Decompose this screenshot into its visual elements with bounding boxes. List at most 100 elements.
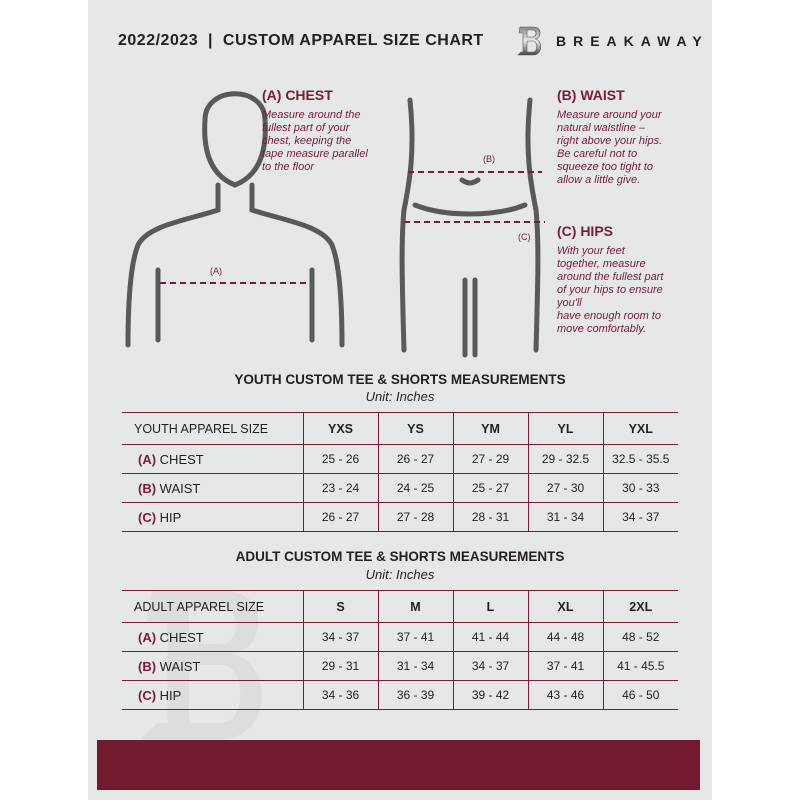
measurement-value: 32.5 - 35.5 xyxy=(602,444,678,474)
adult-unit: Unit: Inches xyxy=(365,567,435,582)
size-column-header: M xyxy=(377,590,453,623)
description-line: of your hips to ensure xyxy=(557,284,663,296)
measurement-value: 34 - 37 xyxy=(452,651,528,681)
chest-description: Measure around the fullest part of your ch… xyxy=(262,109,368,174)
measurement-value: 25 - 27 xyxy=(452,473,528,503)
description-line: Measure around your xyxy=(557,109,662,121)
breakaway-logo-icon xyxy=(517,26,542,56)
size-header-label: ADULT APPAREL SIZE xyxy=(122,590,303,623)
measurement-value: 34 - 36 xyxy=(302,680,378,710)
hips-instructions: (C) HIPS With your feet together, measure… xyxy=(557,223,663,336)
measurement-name: CHEST xyxy=(159,629,204,645)
measurement-letter: (A) xyxy=(138,629,157,645)
description-line: together, measure xyxy=(557,258,646,270)
measurement-value: 43 - 46 xyxy=(527,680,603,710)
measurement-label: (C) HIP xyxy=(122,502,303,532)
upper-body-icon xyxy=(125,91,345,348)
adult-size-table: ADULT APPAREL SIZE S M L XL 2XL (A) CHEST 34 - … xyxy=(122,590,678,710)
body-illustration xyxy=(125,91,545,358)
hip-marker: (C) xyxy=(518,232,531,242)
size-column-header: YS xyxy=(377,412,453,445)
size-column-header: YM xyxy=(452,412,528,445)
lower-body-icon xyxy=(399,97,541,358)
waist-marker: (B) xyxy=(483,154,495,164)
size-header-label: YOUTH APPAREL SIZE xyxy=(122,412,303,445)
chest-instructions: (A) CHEST Measure around the fullest part… xyxy=(262,87,368,174)
hips-description: With your feet together, measure around th… xyxy=(557,245,663,336)
measurement-value: 29 - 31 xyxy=(302,651,378,681)
measurement-letter: (A) xyxy=(138,451,157,467)
measurement-value: 29 - 32.5 xyxy=(527,444,603,474)
measurement-name: HIP xyxy=(159,687,182,703)
description-line: have enough room to xyxy=(557,310,661,322)
table-row: (A) CHEST 34 - 37 37 - 41 41 - 44 44 - 48 48 … xyxy=(122,622,678,652)
hips-heading: (C) HIPS xyxy=(557,223,613,239)
description-line: you'll xyxy=(557,297,582,309)
size-column-header: 2XL xyxy=(602,590,678,623)
measurement-name: WAIST xyxy=(159,480,201,496)
measurement-value: 25 - 26 xyxy=(302,444,378,474)
measurement-letter: (B) xyxy=(138,480,157,496)
measurement-value: 37 - 41 xyxy=(377,622,453,652)
measurement-value: 30 - 33 xyxy=(602,473,678,503)
measurement-value: 24 - 25 xyxy=(377,473,453,503)
measurement-value: 26 - 27 xyxy=(302,502,378,532)
measurement-value: 31 - 34 xyxy=(377,651,453,681)
description-line: allow a little give. xyxy=(557,174,641,186)
measurement-name: HIP xyxy=(159,509,182,525)
description-line: right above your hips. xyxy=(557,135,663,147)
youth-unit: Unit: Inches xyxy=(365,389,435,404)
table-header-row: ADULT APPAREL SIZE S M L XL 2XL xyxy=(122,590,678,623)
measurement-value: 34 - 37 xyxy=(602,502,678,532)
measurement-label: (B) WAIST xyxy=(122,473,303,503)
measurement-value: 27 - 28 xyxy=(377,502,453,532)
waist-heading: (B) WAIST xyxy=(557,87,625,103)
measurement-name: WAIST xyxy=(159,658,201,674)
measurement-label: (A) CHEST xyxy=(122,444,303,474)
measurement-label: (B) WAIST xyxy=(122,651,303,681)
size-column-header: XL xyxy=(527,590,603,623)
table-row: (B) WAIST 29 - 31 31 - 34 34 - 37 37 - 41 41 … xyxy=(122,651,678,681)
description-line: to the floor xyxy=(262,161,314,173)
measurement-value: 31 - 34 xyxy=(527,502,603,532)
footer-bar xyxy=(97,740,700,790)
youth-size-table: YOUTH APPAREL SIZE YXS YS YM YL YXL (A) CHEST 2… xyxy=(122,412,678,532)
measurement-value: 46 - 50 xyxy=(602,680,678,710)
table-row: (C) HIP 34 - 36 36 - 39 39 - 42 43 - 46 46 - … xyxy=(122,680,678,710)
size-column-header: L xyxy=(452,590,528,623)
measurement-letter: (C) xyxy=(138,687,157,703)
description-line: chest, keeping the xyxy=(262,135,352,147)
description-line: around the fullest part xyxy=(557,271,664,283)
description-line: Measure around the xyxy=(262,109,361,121)
brand-name: BREAKAWAY xyxy=(556,33,709,49)
description-line: squeeze too tight to xyxy=(557,161,654,173)
measurement-value: 34 - 37 xyxy=(302,622,378,652)
size-column-header: YL xyxy=(527,412,603,445)
measurement-value: 28 - 31 xyxy=(452,502,528,532)
measurement-value: 27 - 30 xyxy=(527,473,603,503)
measurement-label: (A) CHEST xyxy=(122,622,303,652)
size-column-header: YXL xyxy=(602,412,678,445)
measurement-value: 48 - 52 xyxy=(602,622,678,652)
measurement-value: 39 - 42 xyxy=(452,680,528,710)
measurement-label: (C) HIP xyxy=(122,680,303,710)
youth-table-title: YOUTH CUSTOM TEE & SHORTS MEASUREMENTS xyxy=(234,372,566,387)
measurement-value: 41 - 45.5 xyxy=(602,651,678,681)
chest-marker: (A) xyxy=(210,266,222,276)
description-line: tape measure parallel xyxy=(262,148,368,160)
table-header-row: YOUTH APPAREL SIZE YXS YS YM YL YXL xyxy=(122,412,678,445)
waist-instructions: (B) WAIST Measure around your natural wai… xyxy=(557,87,662,187)
measurement-value: 27 - 29 xyxy=(452,444,528,474)
page-title: 2022/2023 | CUSTOM APPAREL SIZE CHART xyxy=(118,32,484,49)
description-line: fullest part of your xyxy=(262,122,350,134)
measurement-value: 36 - 39 xyxy=(377,680,453,710)
waist-description: Measure around your natural waistline – ri… xyxy=(557,109,662,187)
measurement-value: 37 - 41 xyxy=(527,651,603,681)
description-line: With your feet xyxy=(557,245,625,257)
measurement-name: CHEST xyxy=(159,451,204,467)
measurement-value: 23 - 24 xyxy=(302,473,378,503)
description-line: Be careful not to xyxy=(557,148,638,160)
table-row: (B) WAIST 23 - 24 24 - 25 25 - 27 27 - 30 30 … xyxy=(122,473,678,503)
table-row: (C) HIP 26 - 27 27 - 28 28 - 31 31 - 34 34 - … xyxy=(122,502,678,532)
adult-table-title: ADULT CUSTOM TEE & SHORTS MEASUREMENTS xyxy=(235,549,565,564)
